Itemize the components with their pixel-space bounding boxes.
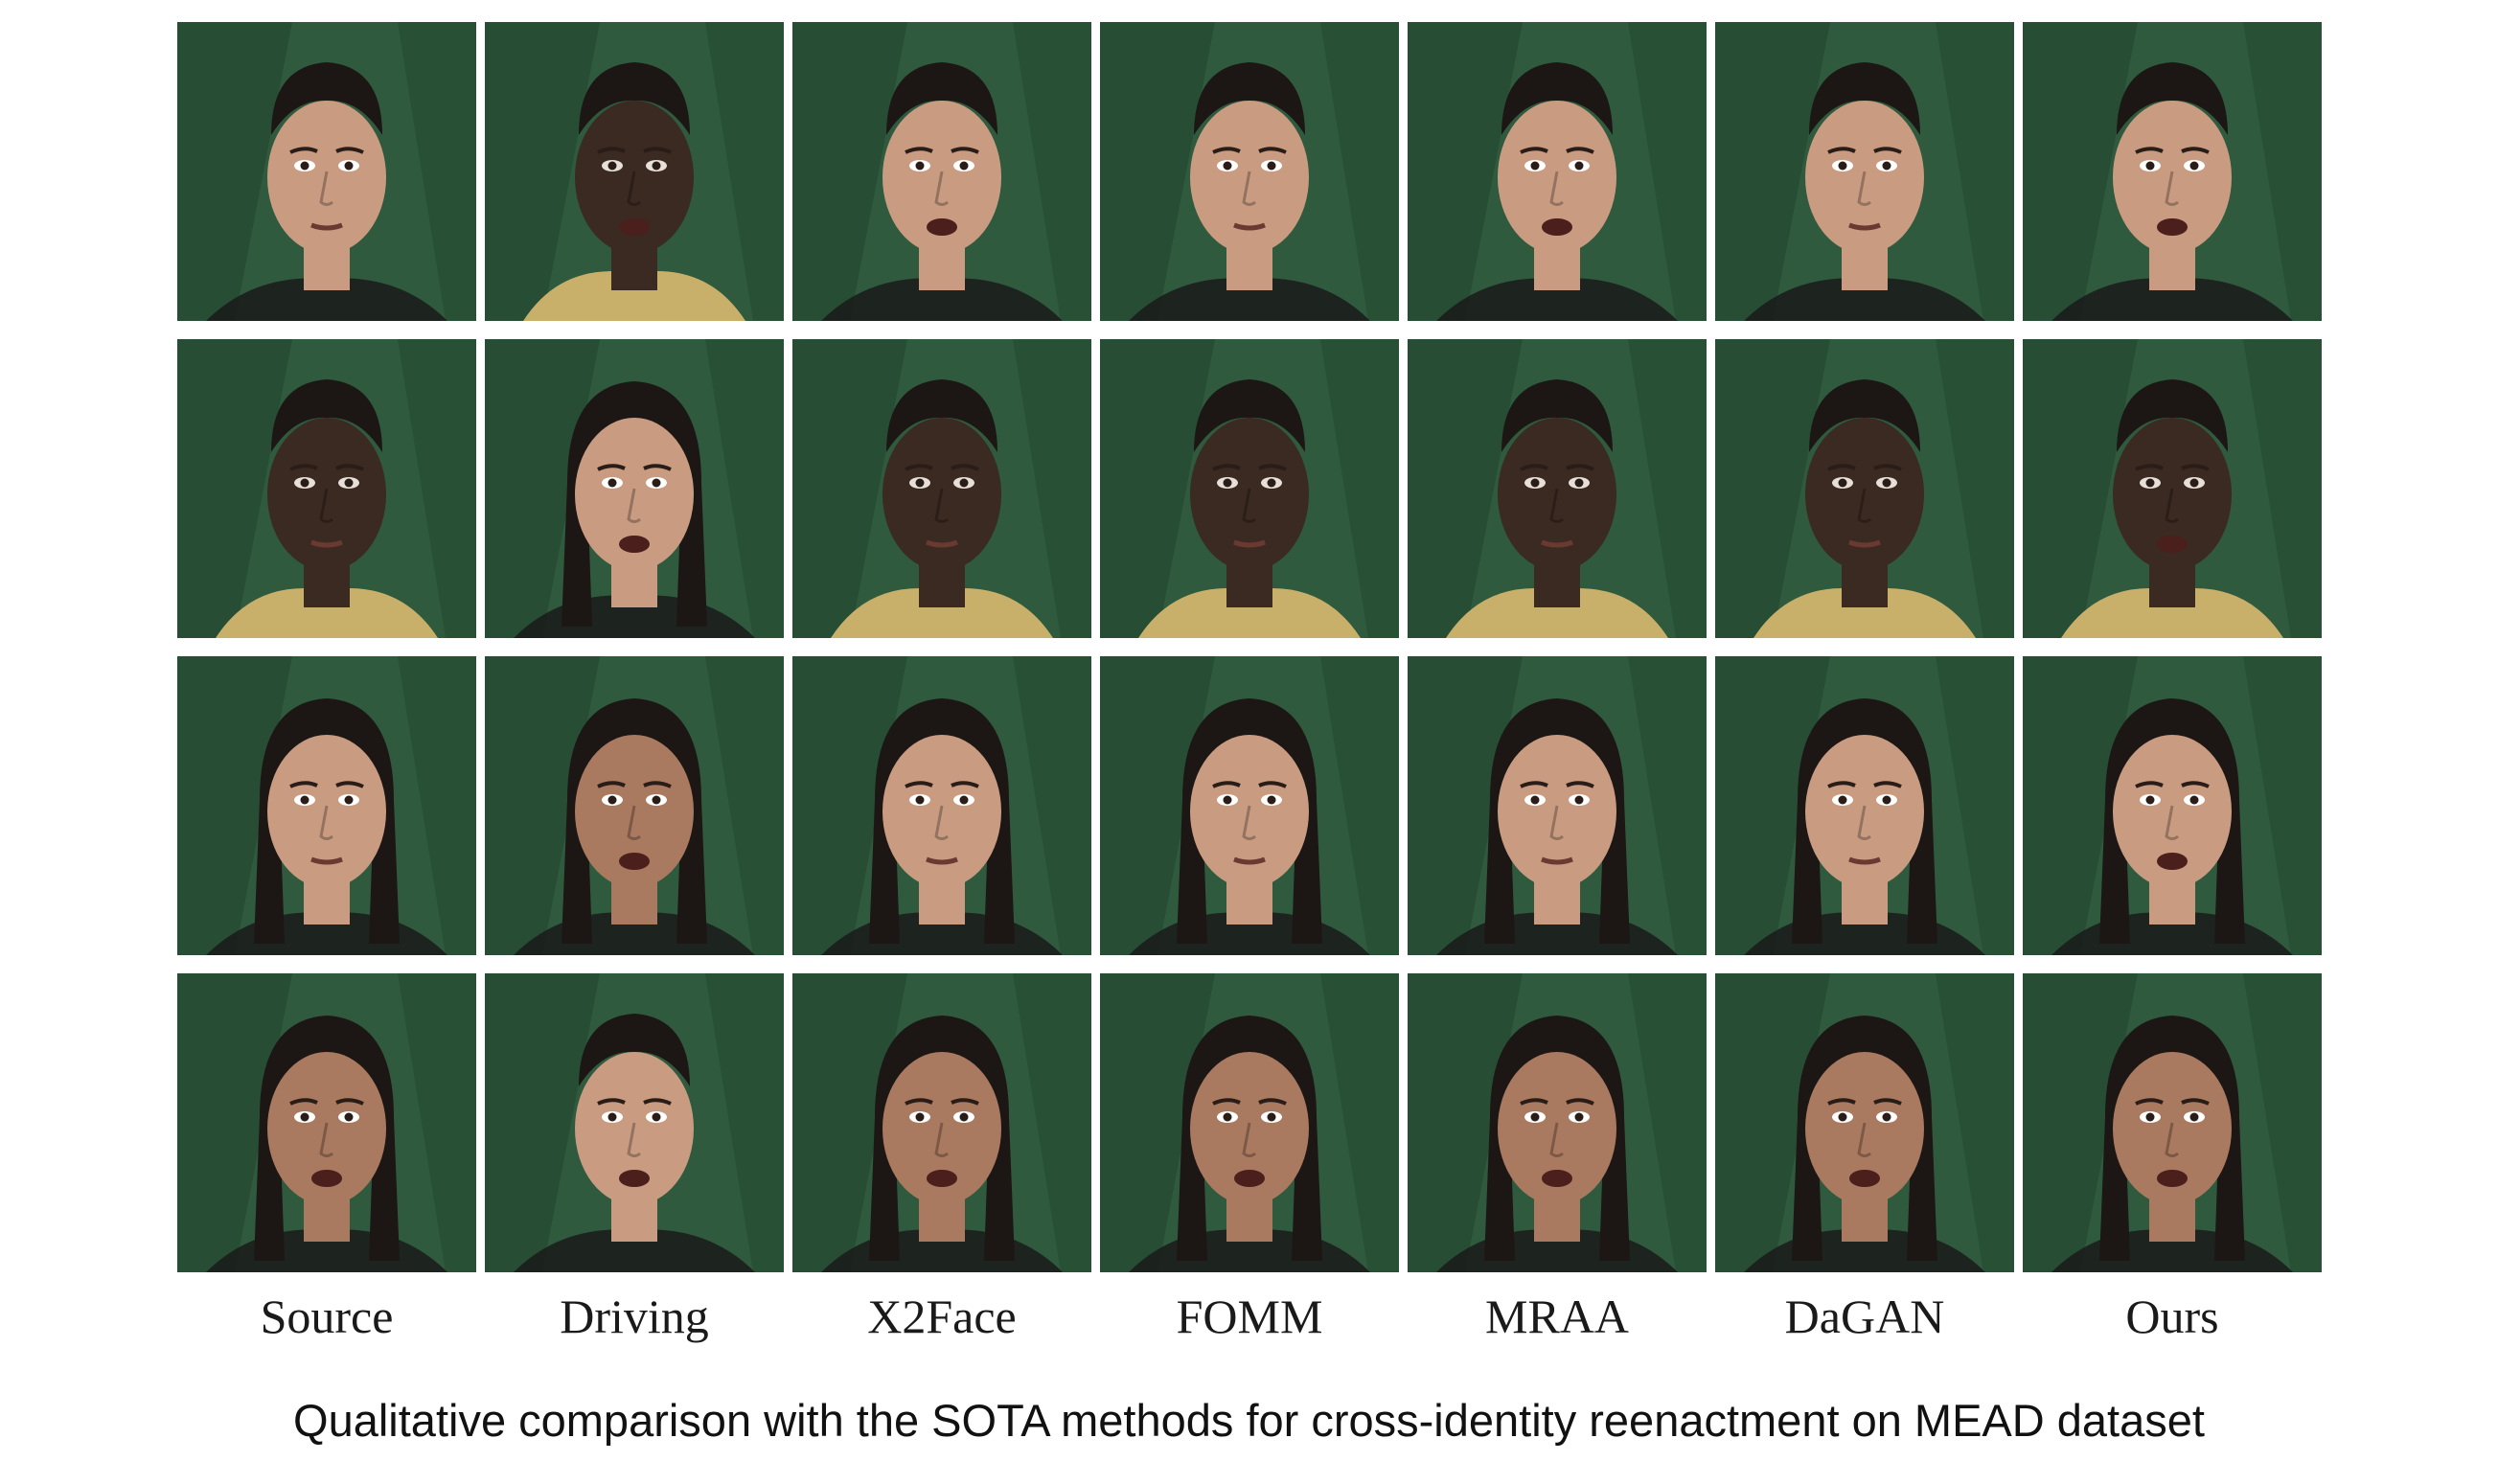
face-image	[1408, 22, 1707, 321]
column-label: X2Face	[867, 1290, 1017, 1343]
face-image	[2023, 656, 2322, 955]
column-label: MRAA	[1484, 1290, 1630, 1343]
column-label: DaGAN	[1784, 1290, 1945, 1343]
face-image	[792, 339, 1091, 638]
column-label: FOMM	[1176, 1290, 1323, 1343]
face-image	[2023, 973, 2322, 1272]
face-image	[1408, 973, 1707, 1272]
face-image	[485, 973, 784, 1272]
face-image	[1100, 339, 1399, 638]
face-image	[1408, 339, 1707, 638]
face-image	[1715, 973, 2014, 1272]
face-image	[1408, 656, 1707, 955]
face-image	[177, 973, 476, 1272]
face-image	[1715, 656, 2014, 955]
face-image	[177, 22, 476, 321]
figure-caption: Qualitative comparison with the SOTA met…	[293, 1395, 2205, 1446]
face-image	[792, 973, 1091, 1272]
face-image	[1715, 339, 2014, 638]
column-label: Source	[260, 1290, 394, 1343]
column-label: Ours	[2125, 1290, 2219, 1343]
image-grid	[177, 22, 2324, 1272]
face-image	[1100, 22, 1399, 321]
face-image	[1100, 656, 1399, 955]
face-image	[2023, 339, 2322, 638]
face-image	[1715, 22, 2014, 321]
face-image	[792, 22, 1091, 321]
face-image	[177, 656, 476, 955]
face-image	[485, 339, 784, 638]
face-image	[1100, 973, 1399, 1272]
face-image	[177, 339, 476, 638]
face-image	[2023, 22, 2322, 321]
face-image	[485, 22, 784, 321]
column-label: Driving	[560, 1290, 709, 1343]
face-image	[485, 656, 784, 955]
face-image	[792, 656, 1091, 955]
